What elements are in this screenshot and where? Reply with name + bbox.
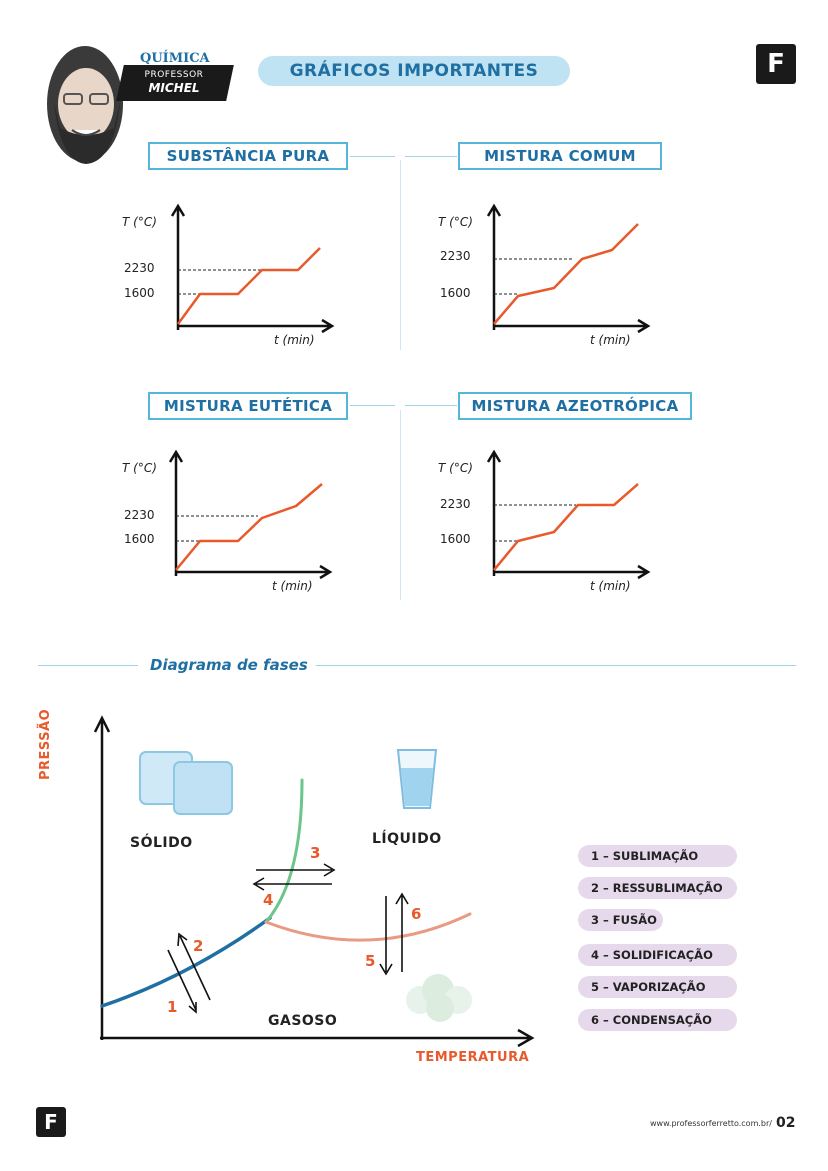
page-title: GRÁFICOS IMPORTANTES [258, 56, 570, 86]
pressure-axis-label: PRESSÃO [38, 708, 53, 780]
footer-url: www.professorferretto.com.br/ [650, 1119, 772, 1128]
chart4-ylabel: T (°C) [438, 461, 473, 475]
legend-item: 2 – RESSUBLIMAÇÃO [578, 877, 737, 899]
chart3-plot [168, 449, 333, 580]
chart3-series-line [175, 483, 323, 571]
section-title-mistura-eutetica: MISTURA EUTÉTICA [148, 392, 348, 420]
fusion-curve [264, 778, 304, 924]
chart3-ytick-1600: 1600 [124, 532, 155, 546]
water-glass-icon [396, 749, 438, 809]
divider [316, 665, 796, 666]
legend-item: 5 – VAPORIZAÇÃO [578, 976, 737, 998]
vaporization-arrow [379, 896, 393, 976]
subject-label: QUÍMICA [140, 51, 210, 66]
chart2-ylabel: T (°C) [438, 215, 473, 229]
legend-item: 4 – SOLIDIFICAÇÃO [578, 944, 737, 966]
legend-item: 6 – CONDENSAÇÃO [578, 1009, 737, 1031]
section-title-substancia-pura: SUBSTÂNCIA PURA [148, 142, 348, 170]
section-title-mistura-comum: MISTURA COMUM [458, 142, 662, 170]
chart1-plot [170, 203, 335, 334]
phase-number-5: 5 [365, 952, 376, 970]
divider [350, 156, 395, 157]
fusion-arrow [256, 863, 336, 877]
chart3-xlabel: t (min) [272, 579, 313, 593]
temperature-axis-label: TEMPERATURA [416, 1050, 530, 1065]
sublimation-arrow [167, 949, 197, 1014]
chart1-ytick-1600: 1600 [124, 286, 155, 300]
chart1-series-line [176, 247, 321, 325]
divider [405, 405, 457, 406]
professor-label: PROFESSOR [144, 70, 204, 80]
liquid-label: LÍQUIDO [372, 831, 442, 847]
phase-diagram-title: Diagrama de fases [150, 656, 308, 674]
chart2-series-line [493, 223, 639, 325]
ice-cubes-icon [139, 751, 233, 815]
brand-logo-bottom: F [36, 1107, 66, 1137]
deposition-arrow [177, 932, 211, 1001]
professor-name: MICHEL [148, 81, 200, 95]
chart2-xlabel: t (min) [590, 333, 631, 347]
phase-number-6: 6 [411, 905, 422, 923]
chart1-ylabel: T (°C) [122, 215, 157, 229]
chart2-ytick-2230: 2230 [440, 249, 471, 263]
chart4-ytick-2230: 2230 [440, 497, 471, 511]
divider [405, 156, 457, 157]
chart2-plot [486, 203, 651, 334]
phase-number-3: 3 [310, 844, 321, 862]
phase-diagram [93, 715, 535, 1048]
divider [350, 405, 395, 406]
page-number: 02 [776, 1115, 796, 1131]
phase-axes [93, 715, 535, 1048]
chart4-ytick-1600: 1600 [440, 532, 471, 546]
phase-number-2: 2 [193, 937, 204, 955]
legend-item: 1 – SUBLIMAÇÃO [578, 845, 737, 867]
chart2-axes [486, 203, 651, 334]
chart1-axes [170, 203, 335, 334]
phase-number-1: 1 [167, 998, 178, 1016]
gas-label: GASOSO [268, 1013, 338, 1029]
chart3-ylabel: T (°C) [122, 461, 157, 475]
legend-item: 3 – FUSÃO [578, 909, 663, 931]
sublimation-curve [100, 916, 272, 1008]
condensation-arrow [395, 892, 409, 972]
chart1-ytick-2230: 2230 [124, 261, 155, 275]
chart4-plot [486, 449, 651, 580]
chart3-ytick-2230: 2230 [124, 508, 155, 522]
solid-label: SÓLIDO [130, 835, 193, 851]
solidification-arrow [252, 877, 332, 891]
divider [400, 160, 401, 350]
divider [38, 665, 138, 666]
chart2-ytick-1600: 1600 [440, 286, 471, 300]
brand-logo-top: F [756, 44, 796, 84]
divider [400, 410, 401, 600]
chart4-axes [486, 449, 651, 580]
section-title-mistura-azeotropica: MISTURA AZEOTRÓPICA [458, 392, 692, 420]
vaporization-curve [264, 912, 472, 942]
chart4-series-line [493, 483, 639, 571]
chart4-xlabel: t (min) [590, 579, 631, 593]
steam-cloud-icon [406, 974, 472, 1022]
professor-avatar [40, 42, 135, 167]
phase-number-4: 4 [263, 891, 274, 909]
chart3-axes [168, 449, 333, 580]
chart1-xlabel: t (min) [274, 333, 315, 347]
